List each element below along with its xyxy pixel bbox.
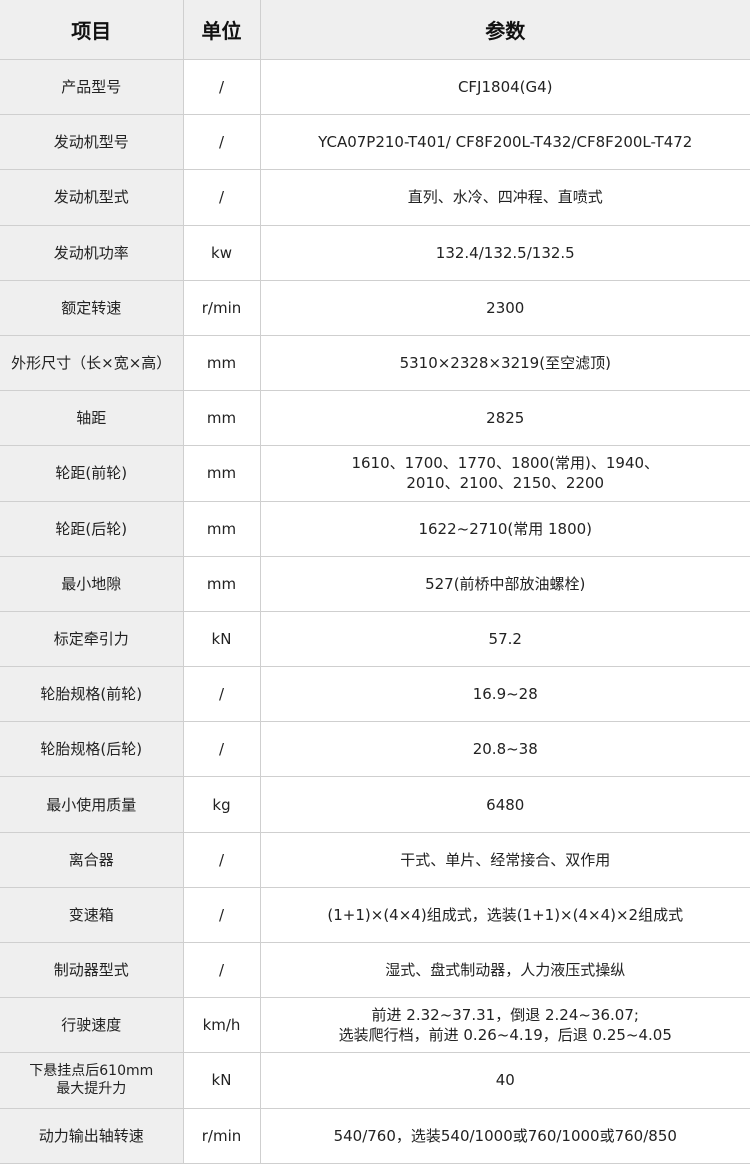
row-item: 产品型号 — [0, 59, 184, 116]
row-unit: km/h — [182, 997, 261, 1054]
row-value: 132.4/132.5/132.5 — [259, 224, 750, 281]
row-unit: / — [182, 721, 261, 778]
row-value: 540/760，选装540/1000或760/1000或760/850 — [259, 1107, 750, 1164]
table-row: 轮胎规格(前轮)/16.9~28 — [0, 666, 750, 723]
row-item: 额定转速 — [0, 279, 184, 336]
row-item: 最小使用质量 — [0, 776, 184, 833]
row-item: 发动机型号 — [0, 114, 184, 171]
row-item: 制动器型式 — [0, 941, 184, 999]
table-row: 发动机功率 kw 132.4/132.5/132.5 — [0, 224, 750, 281]
row-value: 直列、水冷、四冲程、直喷式 — [259, 169, 750, 226]
row-unit: / — [182, 941, 261, 999]
row-value: 20.8~38 — [259, 721, 750, 778]
row-item: 轮距(前轮) — [0, 445, 184, 502]
row-unit: / — [182, 59, 261, 116]
header-unit: 单位 — [182, 0, 261, 60]
header-item: 项目 — [0, 0, 184, 60]
row-item: 轴距 — [0, 390, 184, 447]
table-row: 最小地隙 mm 527(前桥中部放油螺栓) — [0, 555, 750, 612]
row-item: 下悬挂点后610mm 最大提升力 — [0, 1052, 184, 1109]
row-value: 1610、1700、1770、1800(常用)、1940、 2010、2100、… — [259, 445, 750, 502]
row-item: 离合器 — [0, 831, 184, 888]
row-unit: kw — [182, 224, 261, 281]
row-value: 6480 — [259, 776, 750, 833]
row-item: 外形尺寸（长×宽×高） — [0, 334, 184, 392]
row-unit: kN — [182, 610, 261, 668]
row-unit: r/min — [182, 279, 261, 336]
header-value: 参数 — [259, 0, 750, 60]
table-row: 发动机型号 / YCA07P210-T401/ CF8F200L-T432/CF8F… — [0, 114, 750, 171]
row-unit: / — [182, 831, 261, 888]
row-unit: / — [182, 666, 261, 723]
row-value: 干式、单片、经常接合、双作用 — [259, 831, 750, 888]
row-item: 轮胎规格(前轮) — [0, 666, 184, 723]
table-row: 轴距 mm 2825 — [0, 390, 750, 447]
row-unit: kg — [182, 776, 261, 833]
row-value: 5310×2328×3219(至空滤顶) — [259, 334, 750, 392]
row-item: 标定牵引力 — [0, 610, 184, 668]
row-unit: / — [182, 169, 261, 226]
row-value: 57.2 — [259, 610, 750, 668]
row-unit: mm — [182, 555, 261, 612]
table-row: 外形尺寸（长×宽×高） mm 5310×2328×3219(至空滤顶) — [0, 334, 750, 392]
row-unit: mm — [182, 390, 261, 447]
table-row: 下悬挂点后610mm 最大提升力 kN 40 — [0, 1052, 750, 1109]
table-row: 变速箱 / (1+1)×(4×4)组成式，选装(1+1)×(4×4)×2组成式 — [0, 886, 750, 944]
table-row: 轮胎规格(后轮)/20.8~38 — [0, 721, 750, 778]
row-unit: mm — [182, 334, 261, 392]
row-item: 发动机功率 — [0, 224, 184, 281]
row-unit: mm — [182, 445, 261, 502]
table-row: 轮距(后轮) mm 1622~2710(常用 1800) — [0, 500, 750, 557]
row-value: YCA07P210-T401/ CF8F200L-T432/CF8F200L-T… — [259, 114, 750, 171]
row-item: 动力输出轴转速 — [0, 1107, 184, 1164]
row-value: 16.9~28 — [259, 666, 750, 723]
row-unit: / — [182, 886, 261, 944]
header-row: 项目 单位 参数 — [0, 0, 750, 60]
table-row: 产品型号 / CFJ1804(G4) — [0, 59, 750, 116]
table-row: 动力输出轴转速 r/min 540/760，选装540/1000或760/1000或… — [0, 1107, 750, 1164]
row-value: 湿式、盘式制动器，人力液压式操纵 — [259, 941, 750, 999]
table-row: 标定牵引力 kN 57.2 — [0, 610, 750, 668]
row-unit: mm — [182, 500, 261, 557]
row-item: 行驶速度 — [0, 997, 184, 1054]
row-value: 前进 2.32~37.31，倒退 2.24~36.07; 选装爬行档，前进 0.… — [259, 997, 750, 1054]
table-row: 行驶速度 km/h 前进 2.32~37.31，倒退 2.24~36.07; 选装爬… — [0, 997, 750, 1054]
row-item: 发动机型式 — [0, 169, 184, 226]
row-value: (1+1)×(4×4)组成式，选装(1+1)×(4×4)×2组成式 — [259, 886, 750, 944]
row-unit: r/min — [182, 1107, 261, 1164]
row-item: 轮胎规格(后轮) — [0, 721, 184, 778]
row-value: CFJ1804(G4) — [259, 59, 750, 116]
table-row: 额定转速 r/min 2300 — [0, 279, 750, 336]
row-item: 变速箱 — [0, 886, 184, 944]
table-row: 离合器 / 干式、单片、经常接合、双作用 — [0, 831, 750, 888]
row-unit: kN — [182, 1052, 261, 1109]
row-value: 2825 — [259, 390, 750, 447]
row-item: 轮距(后轮) — [0, 500, 184, 557]
row-item: 最小地隙 — [0, 555, 184, 612]
table-row: 发动机型式 / 直列、水冷、四冲程、直喷式 — [0, 169, 750, 226]
row-value: 40 — [259, 1052, 750, 1109]
row-unit: / — [182, 114, 261, 171]
table-row: 最小使用质量 kg 6480 — [0, 776, 750, 833]
row-value: 2300 — [259, 279, 750, 336]
table-row: 制动器型式 / 湿式、盘式制动器，人力液压式操纵 — [0, 941, 750, 999]
row-value: 1622~2710(常用 1800) — [259, 500, 750, 557]
table-row: 轮距(前轮) mm 1610、1700、1770、1800(常用)、1940、 20… — [0, 445, 750, 502]
row-value: 527(前桥中部放油螺栓) — [259, 555, 750, 612]
